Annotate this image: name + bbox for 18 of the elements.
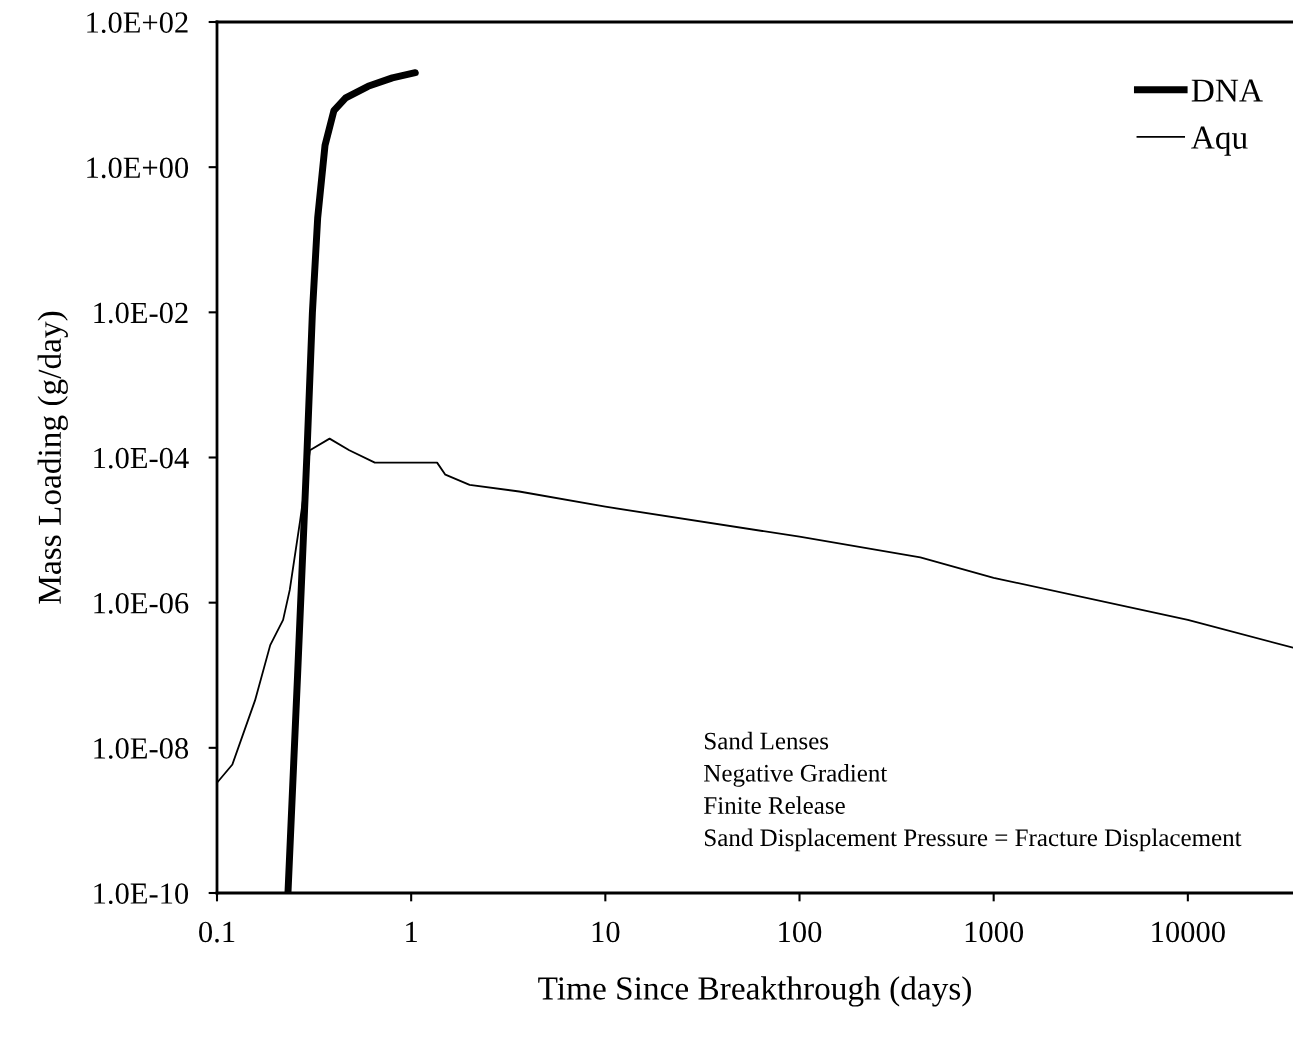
annotation: Sand Lenses Negative Gradient Finite Release Sand Displacement Pressure = Fracture Displacement (704, 731, 1242, 852)
x-tick-label: 0.1 (199, 921, 235, 943)
legend-label: Aqu (1191, 126, 1248, 156)
legend-label: DNA (1191, 79, 1263, 102)
x-tick-label: 100 (779, 921, 822, 943)
y-tick-label: 1.0E-02 (94, 302, 188, 324)
x-tick-label: 10 (592, 921, 620, 943)
y-axis-title: Mass Loading (g/day) (37, 311, 68, 604)
y-tick-label: 1.0E-04 (94, 447, 189, 469)
x-tick-label: 1 (406, 921, 417, 942)
y-tick-label: 1.0E+02 (87, 12, 188, 34)
x-tick-label: 1000 (965, 921, 1024, 943)
y-tick-label: 1.0E-08 (94, 738, 189, 759)
y-tick-label: 1.0E-06 (94, 592, 189, 614)
x-tick-label: 10000 (1152, 921, 1225, 943)
y-tick-label: 1.0E+00 (87, 157, 189, 179)
y-tick-label: 1.0E-10 (94, 883, 189, 905)
x-axis-title: Time Since Breakthrough (days) (538, 976, 971, 1007)
